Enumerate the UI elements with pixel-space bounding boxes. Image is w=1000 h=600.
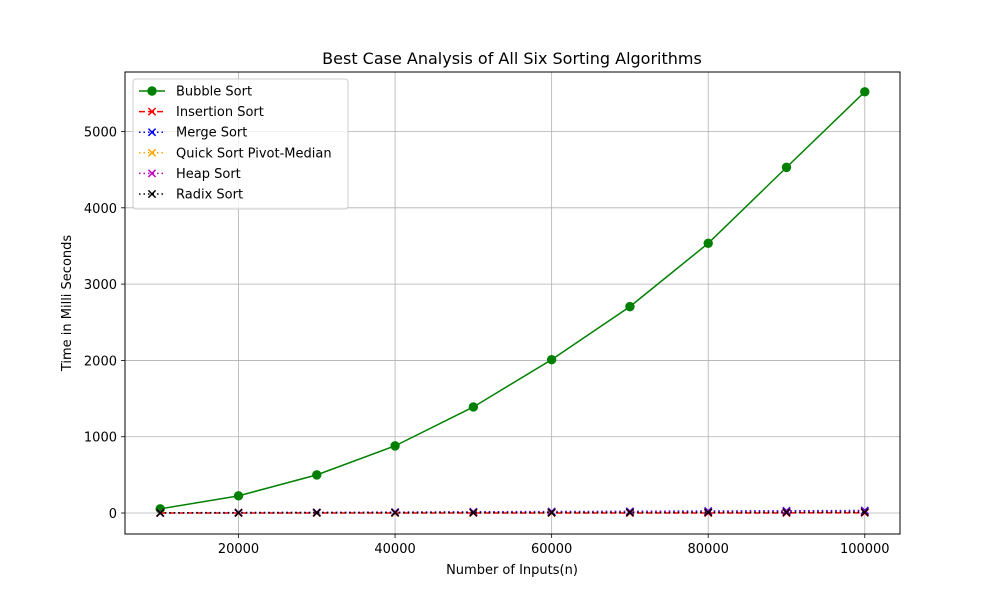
legend-marker [147,148,157,157]
data-point [234,508,243,517]
data-point [546,354,557,365]
x-tick-label: 80000 [688,542,729,557]
data-point [233,491,244,501]
data-point [625,301,635,312]
grid [125,72,900,534]
legend-marker [147,189,157,199]
legend-label: Bubble Sort [176,85,252,100]
legend-marker [147,128,157,137]
legend-label: Heap Sort [176,167,241,182]
legend-box [132,78,349,210]
legend-marker [147,169,157,178]
legend-label: Radix Sort [176,188,243,203]
data-point [312,470,322,480]
legend-entry: Bubble Sort [139,85,252,100]
legend-entry: Merge Sort [139,126,247,141]
legend-entry: Insertion Sort [139,105,264,120]
data-point [860,87,870,97]
y-tick-label: 4000 [84,202,117,217]
legend-entry: Quick Sort Pivot-Median [139,146,332,161]
x-tick-label: 20000 [218,542,259,557]
series-radix-sort [156,508,869,518]
y-axis-label: Time in Milli Seconds [60,235,75,373]
data-point [468,402,479,412]
data-point [860,508,869,517]
y-tick-label: 1000 [84,431,117,446]
data-point [547,508,556,517]
data-point [625,508,635,517]
data-point [312,508,321,517]
legend-label: Quick Sort Pivot-Median [176,146,332,161]
data-point [704,508,713,517]
series-bubble-sort [155,87,870,514]
chart-title: Best Case Analysis of All Six Sorting Al… [322,49,702,68]
x-axis-label: Number of Inputs(n) [446,563,578,578]
legend-entry: Radix Sort [139,188,243,203]
x-tick-label: 40000 [374,542,415,557]
data-point [781,162,792,173]
data-point [156,508,165,518]
x-tick-label: 100000 [840,542,890,557]
ticks: 20000 40000 60000 80000 100000 0 1000 2000 3000 4… [84,126,890,557]
data-point [469,508,478,517]
x-tick-label: 60000 [531,542,572,557]
legend-label: Merge Sort [176,126,247,141]
legend-label: Insertion Sort [176,105,264,120]
series-line [160,511,865,514]
legend: Bubble Sort Insertion Sort Merge Sort Quick… [132,78,349,210]
y-tick-label: 0 [109,507,117,522]
legend-marker [147,86,157,96]
series-line [160,91,866,510]
plot-frame [124,71,901,535]
y-tick-label: 5000 [84,126,117,141]
data-point [390,441,400,451]
data-point [390,508,400,517]
data-point [703,238,713,248]
y-tick-label: 2000 [84,354,117,369]
series-group [155,87,870,518]
legend-marker [147,107,157,116]
y-tick-label: 3000 [84,278,117,293]
legend-entry: Heap Sort [139,167,241,182]
data-point [782,508,791,517]
